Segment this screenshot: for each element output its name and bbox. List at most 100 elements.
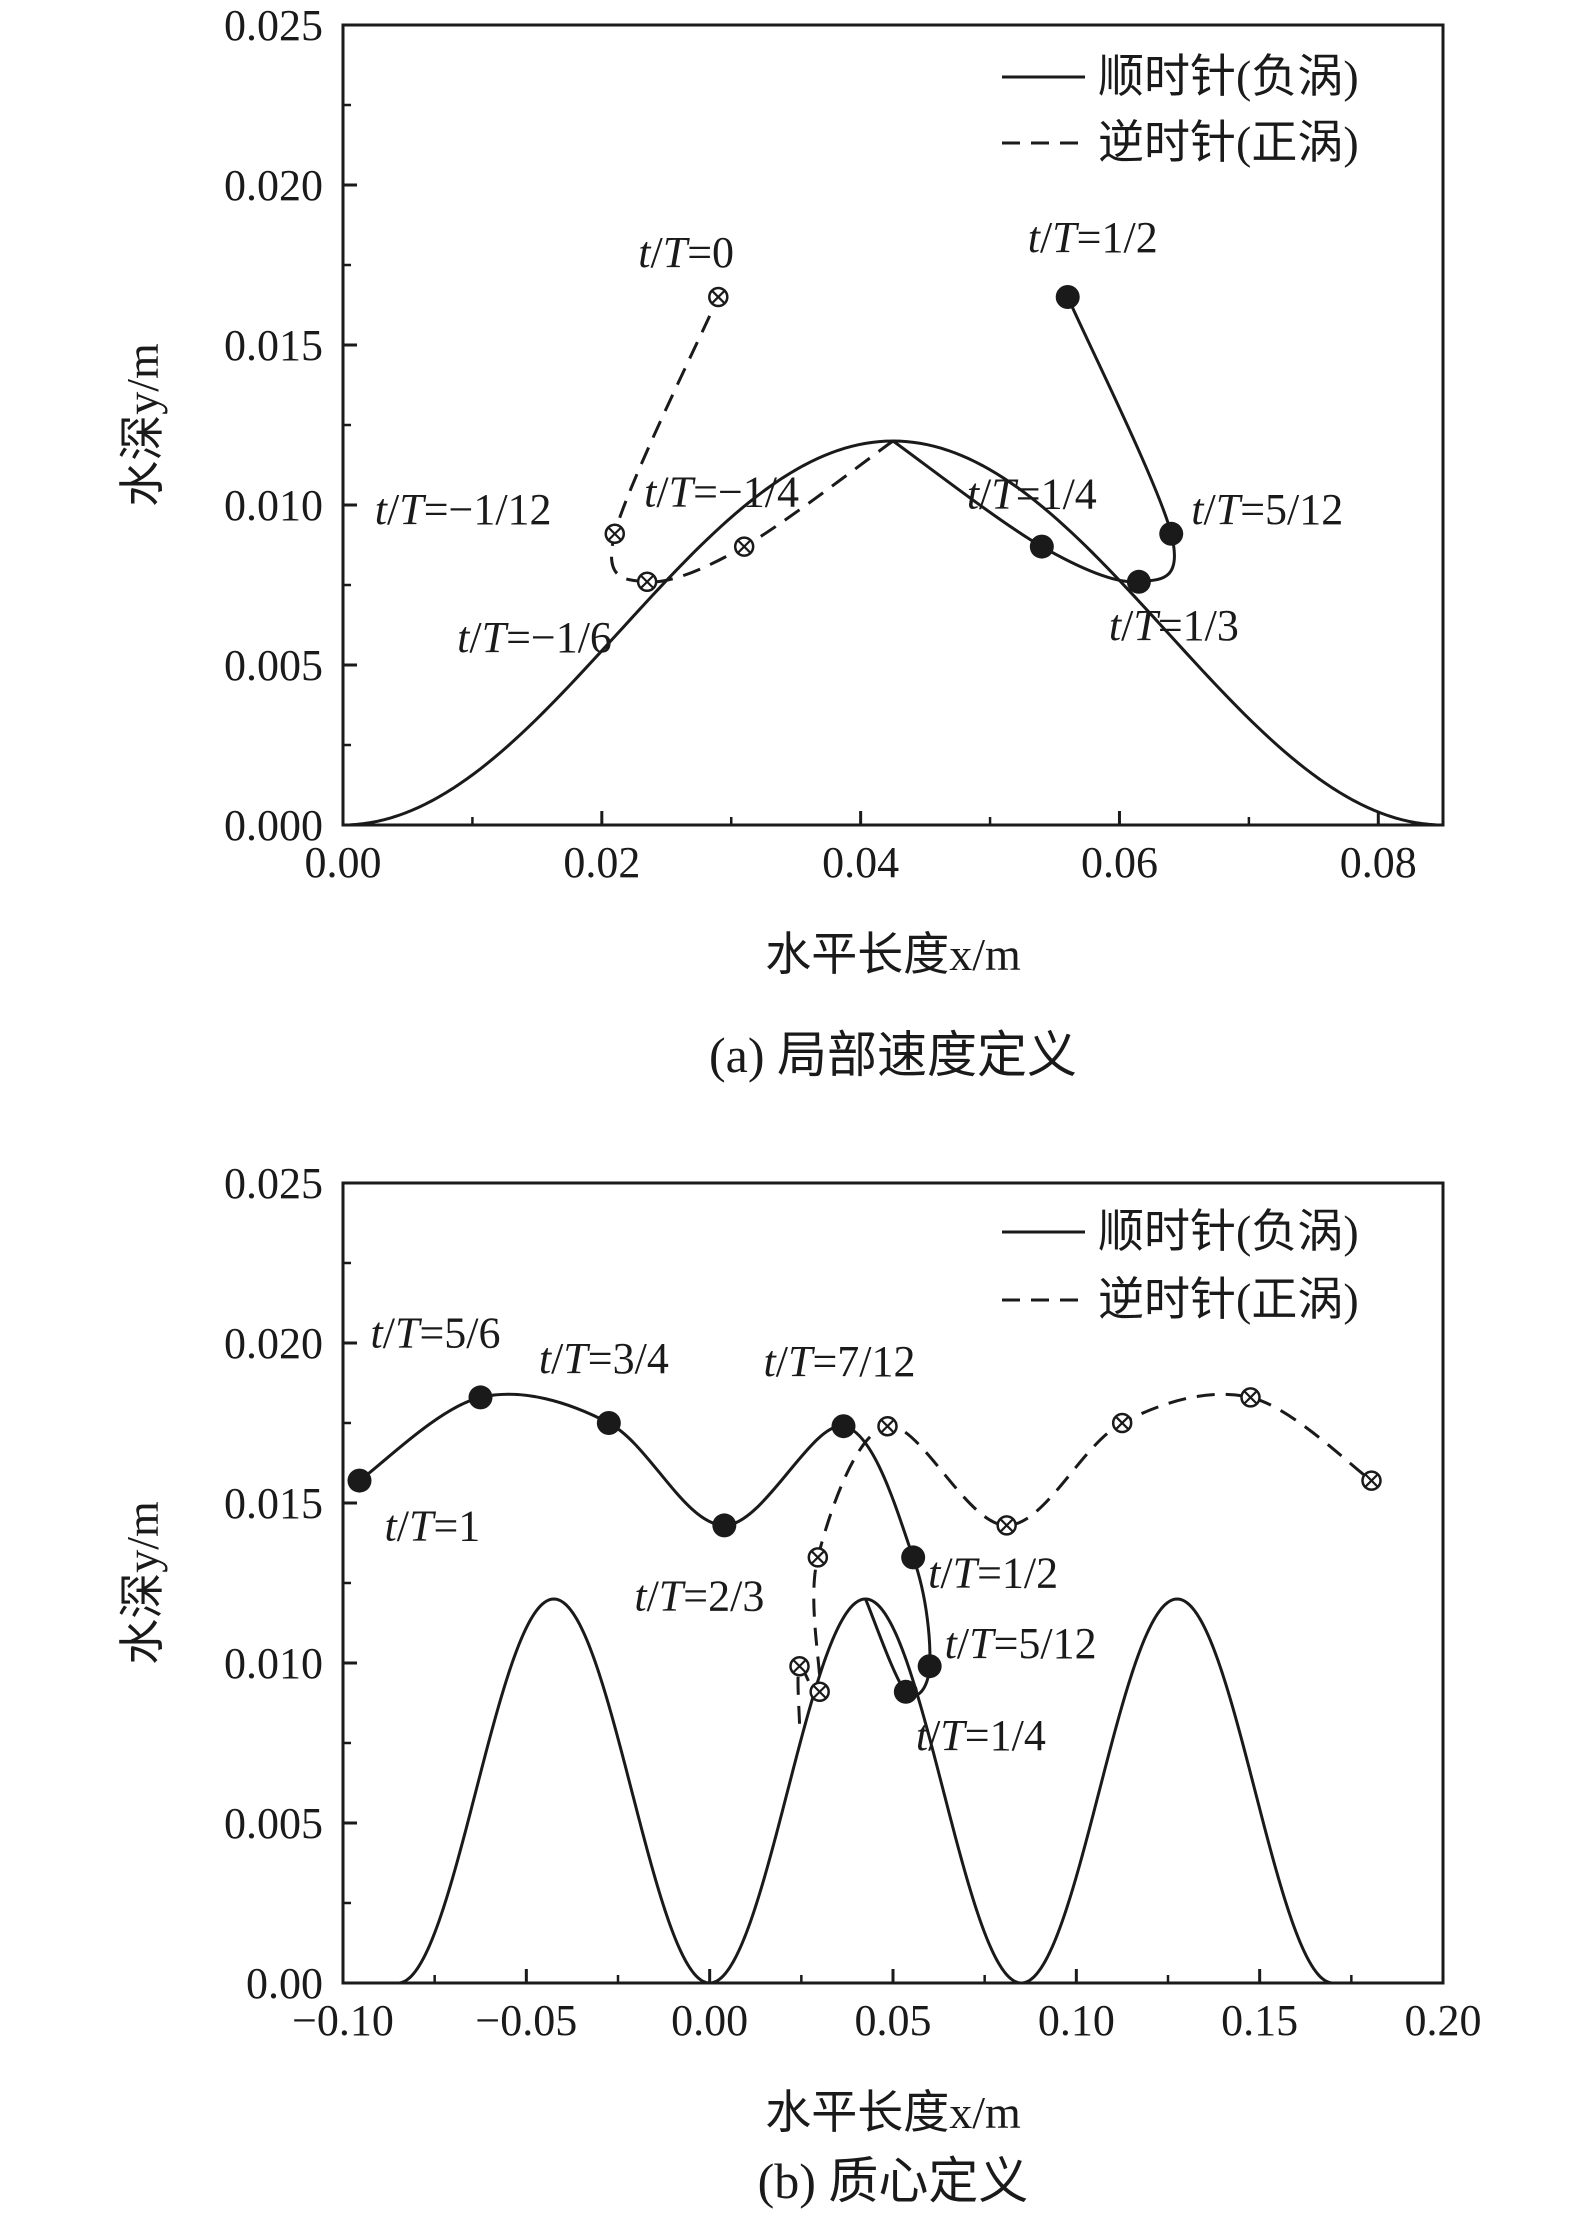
axis-ticks-a: 0.00 0.02 0.04 0.06 0.08 0.000 0.005 0.010 0.015… <box>224 1 1417 887</box>
time-label: t/T=−1/4 <box>644 468 799 517</box>
y-tick-label: 0.005 <box>224 641 323 690</box>
cw-vortex-point <box>1029 534 1054 559</box>
time-label: t/T=1/2 <box>928 1548 1058 1597</box>
ccw-trajectory-line <box>610 296 894 584</box>
y-tick-label: 0.015 <box>224 1479 323 1528</box>
ccw-vortex-point <box>996 1515 1017 1536</box>
ccw-marker-cross <box>640 574 655 589</box>
bed-bump-curve <box>397 1597 710 1985</box>
axis-ticks-b: −0.10 −0.05 0.00 0.05 0.10 0.15 0.20 0.00 0.005 0… <box>224 1159 1482 2045</box>
cw-trajectory-line <box>358 1392 932 1698</box>
ccw-marker-cross <box>607 526 622 541</box>
y-tick-label: 0.015 <box>224 321 323 370</box>
time-label: t/T=−1/6 <box>457 613 612 662</box>
caption-b: (b) 质心定义 <box>758 2153 1029 2209</box>
y-tick-label: 0.025 <box>224 1159 323 1208</box>
time-label: t/T=5/12 <box>1191 485 1343 534</box>
series-b <box>347 1385 1382 1724</box>
time-label: t/T=1/2 <box>1028 213 1158 262</box>
time-label: t/T=1 <box>385 1502 481 1551</box>
y-tick-label: 0.020 <box>224 161 323 210</box>
ccw-vortex-point <box>1361 1470 1382 1491</box>
cw-vortex-point <box>901 1545 926 1570</box>
y-axis-title-b: 水深y/m <box>117 1501 168 1665</box>
time-label: t/T=−1/12 <box>375 485 552 534</box>
ccw-vortex-point <box>1240 1387 1261 1408</box>
x-tick-label: 0.20 <box>1405 1996 1482 2045</box>
cw-vortex-point <box>1159 521 1184 546</box>
ccw-vortex-point <box>807 1547 829 1568</box>
time-label: t/T=5/6 <box>371 1308 501 1357</box>
point-labels-a: t/T=1/4 t/T=1/3 t/T=5/12 t/T=1/2 t/T=−1/4 t/T… <box>375 213 1343 662</box>
time-label: t/T=1/4 <box>967 470 1097 519</box>
x-tick-label: 0.06 <box>1081 838 1158 887</box>
y-tick-label: 0.010 <box>224 481 323 530</box>
point-labels-b: t/T=1/4 t/T=5/12 t/T=1/2 t/T=7/12 t/T=2/3 t/T… <box>371 1308 1097 1759</box>
x-tick-label: 0.10 <box>1038 1996 1115 2045</box>
legend-label-ccw-b: 逆时针(正涡) <box>1098 1274 1359 1325</box>
cw-vortex-point <box>831 1414 856 1439</box>
cw-vortex-point <box>1055 285 1080 309</box>
ccw-vortex-point <box>708 286 729 308</box>
y-tick-label: 0.000 <box>224 801 323 850</box>
ccw-trajectory-line <box>796 1392 1373 1724</box>
legend-a: 顺时针(负涡) 逆时针(正涡) <box>1002 51 1359 168</box>
ccw-marker-cross <box>792 1659 807 1674</box>
cw-vortex-point <box>712 1513 737 1538</box>
time-label: t/T=7/12 <box>764 1337 916 1386</box>
y-tick-label: 0.010 <box>224 1639 323 1688</box>
cw-vortex-point <box>468 1385 493 1410</box>
x-axis-title-b: 水平长度x/m <box>765 2087 1021 2138</box>
y-tick-label: 0.00 <box>246 1959 323 2008</box>
ccw-marker-cross <box>880 1419 895 1434</box>
cw-vortex-point <box>347 1468 372 1493</box>
ccw-vortex-point <box>604 523 626 545</box>
series-a <box>604 285 1184 594</box>
caption-a: (a) 局部速度定义 <box>709 1027 1077 1083</box>
ccw-vortex-point <box>1111 1412 1133 1434</box>
legend-label-cw-a: 顺时针(负涡) <box>1098 51 1359 102</box>
legend-b: 顺时针(负涡) 逆时针(正涡) <box>1002 1206 1359 1325</box>
y-axis-title-a: 水深y/m <box>117 343 168 507</box>
ccw-marker-cross <box>999 1518 1014 1533</box>
cw-vortex-point <box>917 1654 942 1679</box>
y-tick-label: 0.005 <box>224 1799 323 1848</box>
legend-label-ccw-a: 逆时针(正涡) <box>1098 117 1359 168</box>
time-label: t/T=3/4 <box>539 1334 669 1383</box>
time-label: t/T=1/4 <box>916 1711 1046 1760</box>
x-tick-label: 0.00 <box>305 838 382 887</box>
time-label: t/T=1/3 <box>1109 601 1239 650</box>
cw-vortex-point <box>1126 569 1151 594</box>
ccw-vortex-point <box>733 536 755 557</box>
cw-vortex-point <box>893 1679 918 1704</box>
ccw-vortex-point <box>809 1681 830 1703</box>
ccw-marker-cross <box>1243 1390 1258 1405</box>
x-tick-label: 0.05 <box>855 1996 932 2045</box>
ccw-marker-cross <box>1364 1473 1379 1488</box>
ccw-marker-cross <box>1115 1416 1130 1430</box>
ccw-marker-cross <box>737 539 752 554</box>
x-tick-label: 0.00 <box>671 1996 748 2045</box>
time-label: t/T=0 <box>638 228 734 277</box>
x-axis-title-a: 水平长度x/m <box>765 929 1021 980</box>
bed-bump-curve <box>1021 1597 1334 1985</box>
ccw-marker-cross <box>711 290 726 304</box>
x-tick-label: 0.04 <box>822 838 899 887</box>
y-tick-label: 0.025 <box>224 1 323 50</box>
y-tick-label: 0.020 <box>224 1319 323 1368</box>
x-tick-label: 0.08 <box>1340 838 1417 887</box>
bed-profile-b <box>397 1597 1334 1985</box>
cw-vortex-point <box>596 1411 621 1435</box>
ccw-vortex-point <box>877 1415 898 1437</box>
ccw-marker-cross <box>810 1550 825 1565</box>
time-label: t/T=5/12 <box>945 1619 1097 1668</box>
x-tick-label: −0.10 <box>292 1996 394 2045</box>
panel-b-centroid: −0.10 −0.05 0.00 0.05 0.10 0.15 0.20 0.00 0.005 0… <box>117 1159 1482 2209</box>
ccw-vortex-point <box>789 1655 810 1677</box>
x-tick-label: −0.05 <box>475 1996 577 2045</box>
x-tick-label: 0.02 <box>563 838 640 887</box>
ccw-marker-cross <box>812 1684 827 1699</box>
time-label: t/T=2/3 <box>634 1571 764 1620</box>
ccw-vortex-point <box>636 571 658 593</box>
